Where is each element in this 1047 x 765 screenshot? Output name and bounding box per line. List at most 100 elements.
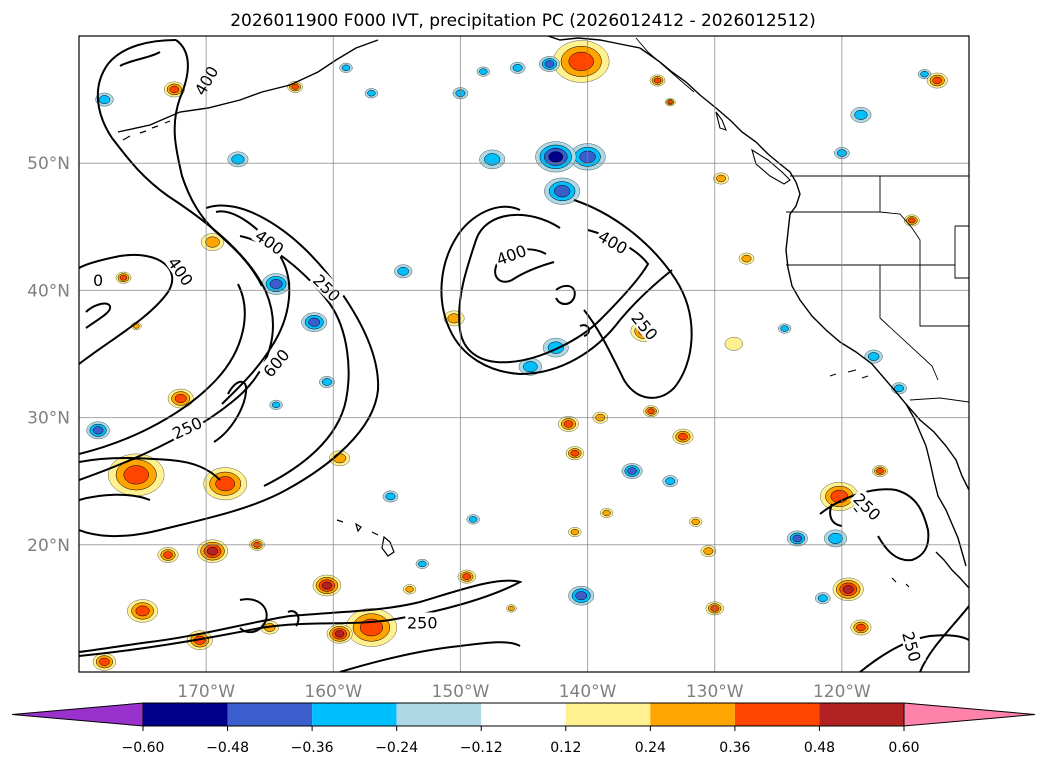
- nevada-utah-border: [919, 265, 969, 327]
- precip-anomaly-cell: [86, 421, 110, 440]
- precip-anomaly-cell: [724, 336, 743, 351]
- precip-anomaly-level: [92, 426, 104, 435]
- precip-anomaly-level: [334, 630, 345, 638]
- hawaii-islands: [336, 519, 395, 557]
- contour-label-background: [167, 411, 206, 443]
- precip-anomaly-level: [385, 492, 396, 501]
- precip-anomaly-level: [98, 95, 111, 104]
- precip-anomaly-cell: [700, 545, 717, 558]
- ivt-contour-250-outer: [79, 39, 274, 481]
- precip-anomaly-level: [741, 254, 752, 263]
- precip-anomaly-level: [678, 433, 688, 441]
- longitude-label: 130°W: [686, 682, 744, 702]
- precip-anomaly-cell: [544, 177, 581, 205]
- ivt-contour-250-east: [79, 204, 380, 538]
- ivt-contour-250-sw-b: [239, 598, 268, 634]
- baja-inner-coast: [905, 403, 969, 491]
- precip-anomaly-cell: [457, 569, 476, 584]
- ivt-contour-400-north: [119, 51, 161, 67]
- latitude-label: 20°N: [27, 536, 70, 556]
- precip-anomaly-cell: [553, 40, 610, 83]
- precip-anomaly-level: [602, 509, 611, 517]
- precip-anomaly-cell: [157, 547, 179, 563]
- precip-anomaly-cell: [92, 653, 116, 671]
- ivt-contour-400-central: [458, 213, 650, 364]
- ivt-contour-250-central-east: [573, 199, 693, 399]
- colorbar-segment: [481, 703, 566, 726]
- precip-anomaly-level: [308, 317, 321, 327]
- precip-anomaly-cell: [479, 149, 506, 170]
- precip-anomaly-level: [780, 325, 789, 332]
- precip-anomaly-level: [920, 71, 929, 78]
- contour-label-background: [627, 306, 664, 345]
- ivt-contour-250-baja-b: [829, 503, 843, 527]
- precip-anomaly-cell: [301, 312, 328, 332]
- ivt-contour-250-outer-b: [79, 283, 246, 455]
- us-west-coastline: [785, 213, 927, 447]
- precip-anomaly-level: [119, 274, 128, 281]
- precip-anomaly-level: [169, 85, 180, 94]
- precip-anomaly-level: [271, 401, 281, 409]
- revillagigedo-islands: [891, 577, 910, 588]
- precip-anomaly-level: [231, 154, 245, 165]
- precip-anomaly-level: [817, 594, 828, 602]
- us-mexico-border: [909, 397, 969, 403]
- colorbar-tick-label: −0.12: [460, 740, 503, 756]
- figure-title: 2026011900 F000 IVT, precipitation PC (2…: [230, 11, 816, 31]
- alaska-canada-border: [635, 37, 695, 93]
- precip-anomaly-cell: [95, 92, 114, 107]
- contour-label-background: [257, 343, 294, 382]
- precip-anomaly-cell: [565, 446, 584, 461]
- precip-anomaly-level: [269, 279, 283, 289]
- precip-anomaly-cell: [850, 619, 872, 636]
- longitude-label: 170°W: [177, 682, 235, 702]
- colorbar-segment: [734, 703, 820, 726]
- precip-anomaly-cell: [319, 376, 335, 388]
- precip-anomaly-cell: [600, 508, 614, 518]
- precip-anomaly-cell: [326, 624, 353, 644]
- colorbar: −0.60 −0.48 −0.36 −0.24 −0.12 0.12 0.24 0.36 0.4…: [11, 702, 1036, 756]
- haida-gwaii: [715, 111, 727, 131]
- precip-anomaly-level: [792, 534, 803, 543]
- colorbar-tick-label: −0.48: [206, 740, 249, 756]
- precip-anomaly-level: [321, 378, 332, 386]
- precip-anomaly-level: [563, 420, 574, 428]
- contour-label-background: [309, 268, 347, 306]
- precip-anomaly-cell: [466, 514, 480, 525]
- precip-anomaly-cell: [506, 604, 517, 613]
- longitude-tick-labels: 170°W 160°W 150°W 140°W 130°W 120°W: [177, 682, 871, 702]
- precip-anomaly-cell: [713, 172, 729, 185]
- precip-anomaly-level: [716, 174, 727, 183]
- british-columbia-coastline: [639, 47, 801, 215]
- ivt-contour-250-se-b: [859, 634, 969, 672]
- precip-anomaly-level: [856, 623, 866, 632]
- colorbar-tick-label: 0.36: [719, 740, 750, 756]
- colorbar-min-extension: [11, 702, 144, 727]
- latitude-tick-labels: 20°N 30°N 40°N 50°N: [27, 154, 70, 556]
- precip-anomaly-level: [462, 573, 472, 580]
- precip-anomaly-level: [135, 605, 150, 617]
- ivt-contours: [79, 39, 969, 672]
- ivt-contour-250-sw-c: [287, 610, 300, 627]
- graticule: [79, 36, 969, 672]
- precip-anomaly-level: [548, 151, 564, 163]
- colorbar-segment: [227, 703, 313, 726]
- precip-anomaly-level: [484, 153, 501, 166]
- precip-anomaly-level: [828, 532, 843, 544]
- precip-anomaly-level: [854, 109, 868, 120]
- precip-anomaly-level: [570, 528, 580, 536]
- precip-anomaly-level: [703, 547, 714, 555]
- precip-anomaly-cell: [403, 584, 417, 595]
- channel-islands: [829, 369, 869, 379]
- precip-anomaly-level: [665, 477, 676, 485]
- precip-anomaly-cell: [926, 72, 948, 89]
- precip-anomaly-cell: [167, 388, 194, 409]
- precip-anomaly-cell: [339, 62, 353, 73]
- precip-anomaly-cell: [535, 141, 577, 173]
- precip-anomaly-level: [405, 586, 414, 593]
- colorbar-segment: [396, 703, 482, 726]
- colorbar-segment: [143, 703, 228, 726]
- colorbar-tick-label: −0.36: [291, 740, 334, 756]
